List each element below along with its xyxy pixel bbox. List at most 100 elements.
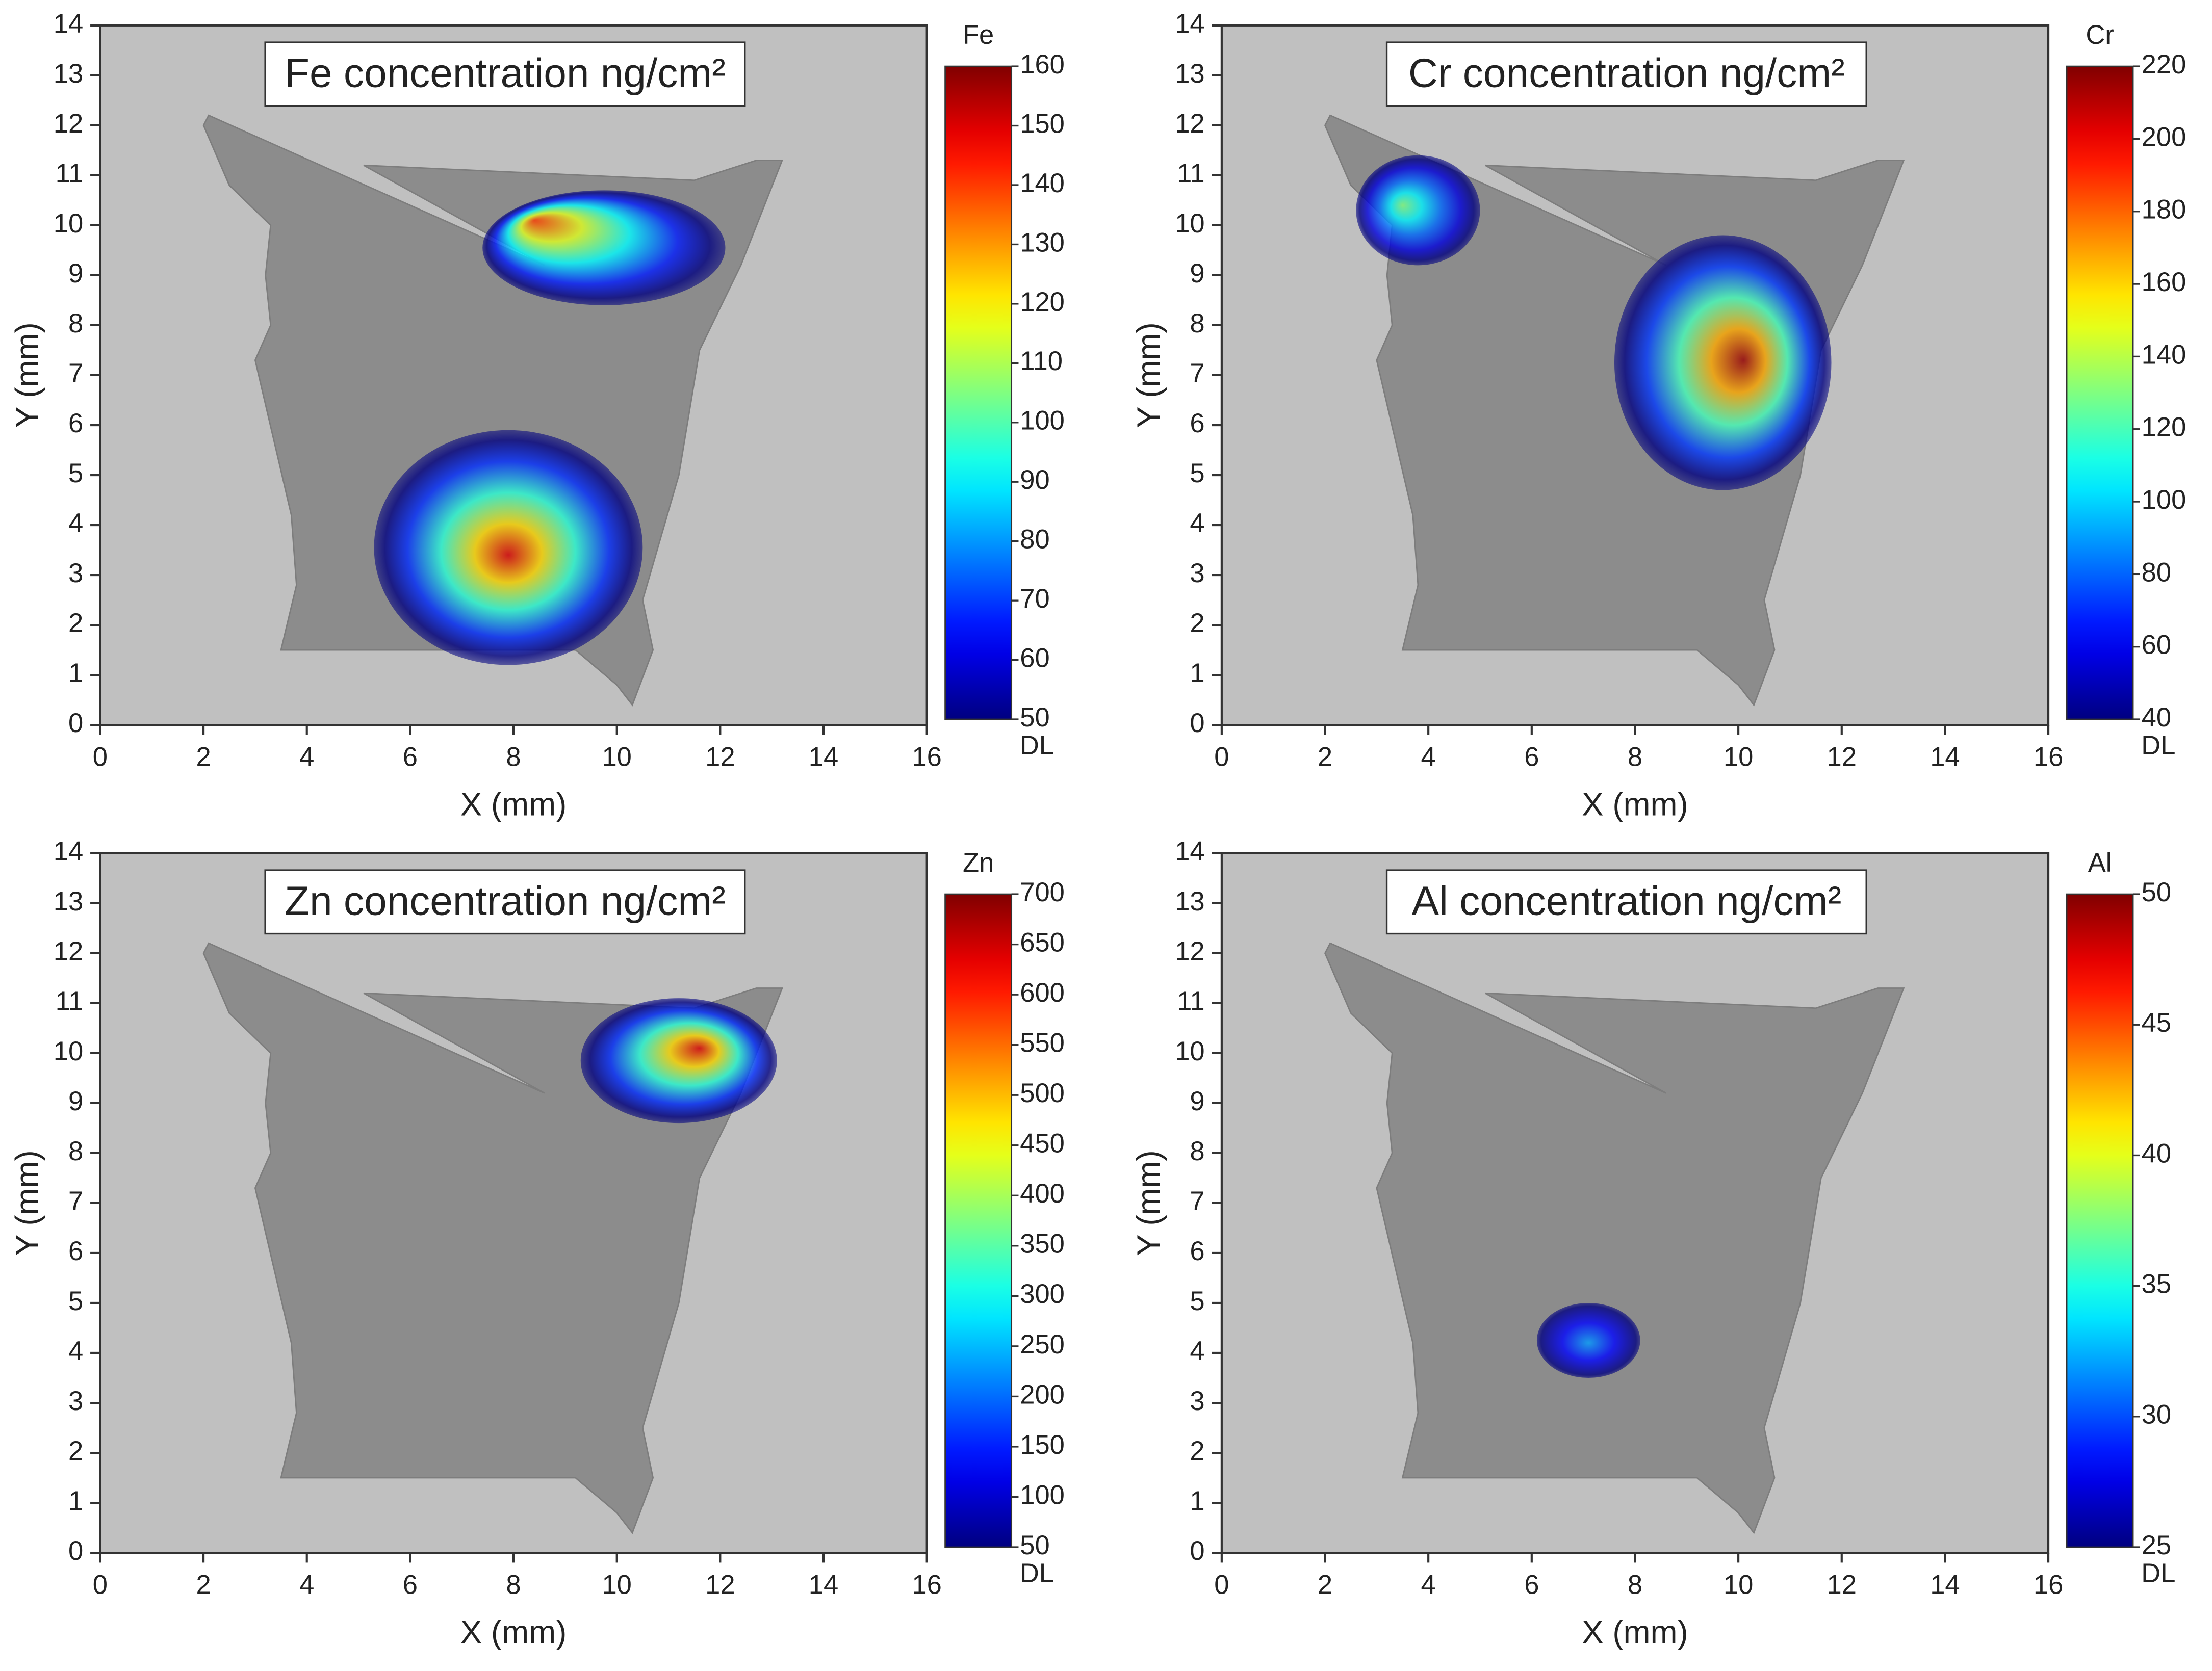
colorbar-tick-label: 160 [2142,267,2187,297]
y-tick-label: 13 [54,886,83,917]
y-tick-label: 7 [68,1186,83,1216]
colorbar-tick-label: 100 [1020,1480,1065,1510]
y-axis-label: Y (mm) [9,322,45,428]
y-tick-label: 11 [56,159,84,189]
x-axis-label: X (mm) [460,786,567,822]
hotspot [482,190,726,305]
colorbar-tick-label: 90 [1020,465,1049,495]
y-tick-label: 11 [1177,986,1205,1016]
y-tick-label: 4 [68,1336,83,1366]
colorbar-tick-label: 50 [2142,877,2171,907]
y-tick-label: 8 [68,308,83,338]
y-tick-label: 12 [1175,936,1204,967]
y-tick-label: 2 [68,608,83,638]
y-tick-label: 1 [68,1486,83,1516]
colorbar-tick-label: 140 [2142,340,2187,370]
x-tick-label: 14 [1930,1570,1960,1600]
y-tick-label: 7 [68,358,83,388]
x-tick-label: 4 [1421,1570,1436,1600]
y-axis-label: Y (mm) [9,1150,45,1256]
x-tick-label: 6 [1524,1570,1539,1600]
y-tick-label: 11 [56,986,84,1016]
chart-title: Cr concentration ng/cm² [1408,50,1845,96]
y-tick-label: 4 [68,508,83,538]
colorbar-tick-label: 200 [2142,122,2187,152]
hotspot [1356,155,1480,266]
y-tick-label: 10 [54,1036,83,1066]
y-tick-label: 14 [54,9,83,39]
colorbar-label: Fe [963,20,994,50]
y-tick-label: 5 [1190,1286,1204,1316]
colorbar-tick-label: 140 [1020,168,1065,198]
y-tick-label: 13 [1175,59,1204,89]
x-tick-label: 2 [196,1570,211,1600]
y-tick-label: 2 [68,1436,83,1466]
x-tick-label: 0 [1214,1570,1229,1600]
x-axis-label: X (mm) [460,1614,567,1650]
colorbar-tick-label: 700 [1020,877,1065,907]
title-box [264,41,746,107]
title-box [1385,869,1867,935]
title-box [1385,41,1867,107]
y-tick-label: 3 [68,558,83,588]
colorbar-tick-label: 45 [2142,1008,2171,1038]
colorbar-tick-label: 120 [1020,287,1065,317]
colorbar [944,65,1013,720]
y-tick-label: 0 [1190,1536,1204,1566]
hotspot [374,430,643,665]
x-tick-label: 6 [1524,742,1539,772]
y-tick-label: 10 [54,208,83,239]
y-tick-label: 9 [68,1086,83,1116]
y-tick-label: 5 [68,458,83,488]
x-tick-label: 0 [1214,742,1229,772]
x-tick-label: 10 [1724,1570,1753,1600]
y-tick-label: 11 [1177,159,1205,189]
x-tick-label: 0 [93,742,108,772]
y-tick-label: 2 [1190,1436,1204,1466]
title-box [264,869,746,935]
colorbar-min-label: DL [2141,1558,2175,1588]
colorbar-min-label: DL [1020,730,1054,761]
x-tick-label: 16 [912,1570,941,1600]
x-tick-label: 12 [705,1570,735,1600]
colorbar-tick-label: 150 [1020,1430,1065,1460]
x-tick-label: 14 [809,1570,838,1600]
colorbar [2066,65,2134,720]
y-tick-label: 0 [68,1536,83,1566]
colorbar-tick-label: 50 [1020,1530,1049,1560]
y-tick-label: 6 [68,408,83,438]
y-tick-label: 8 [1190,1136,1204,1166]
colorbar [944,893,1013,1548]
x-tick-label: 12 [705,742,735,772]
y-tick-label: 9 [1190,1086,1204,1116]
x-tick-label: 14 [1930,742,1960,772]
x-tick-label: 10 [1724,742,1753,772]
y-tick-label: 9 [1190,258,1204,289]
colorbar-tick-label: 110 [1020,346,1063,376]
colorbar-tick-label: 60 [2142,630,2171,660]
colorbar-tick-label: 150 [1020,109,1065,139]
y-tick-label: 4 [1190,1336,1204,1366]
x-tick-label: 2 [196,742,211,772]
x-tick-label: 12 [1827,742,1857,772]
y-axis-label: Y (mm) [1130,1150,1167,1256]
hotspot [1536,1302,1640,1378]
x-axis-label: X (mm) [1582,786,1688,822]
hotspot [580,998,777,1124]
colorbar-tick-label: 650 [1020,928,1065,958]
y-tick-label: 10 [1175,1036,1204,1066]
y-tick-label: 14 [54,837,83,867]
y-tick-label: 12 [54,936,83,967]
x-tick-label: 12 [1827,1570,1857,1600]
y-tick-label: 0 [1190,708,1204,738]
chart-title: Zn concentration ng/cm² [285,878,726,924]
colorbar-tick-label: 130 [1020,227,1065,257]
y-tick-label: 8 [68,1136,83,1166]
y-tick-label: 0 [68,708,83,738]
y-tick-label: 13 [1175,886,1204,917]
colorbar-tick-label: 70 [1020,584,1049,614]
x-tick-label: 10 [602,1570,631,1600]
y-tick-label: 3 [1190,1386,1204,1416]
y-tick-label: 13 [54,59,83,89]
